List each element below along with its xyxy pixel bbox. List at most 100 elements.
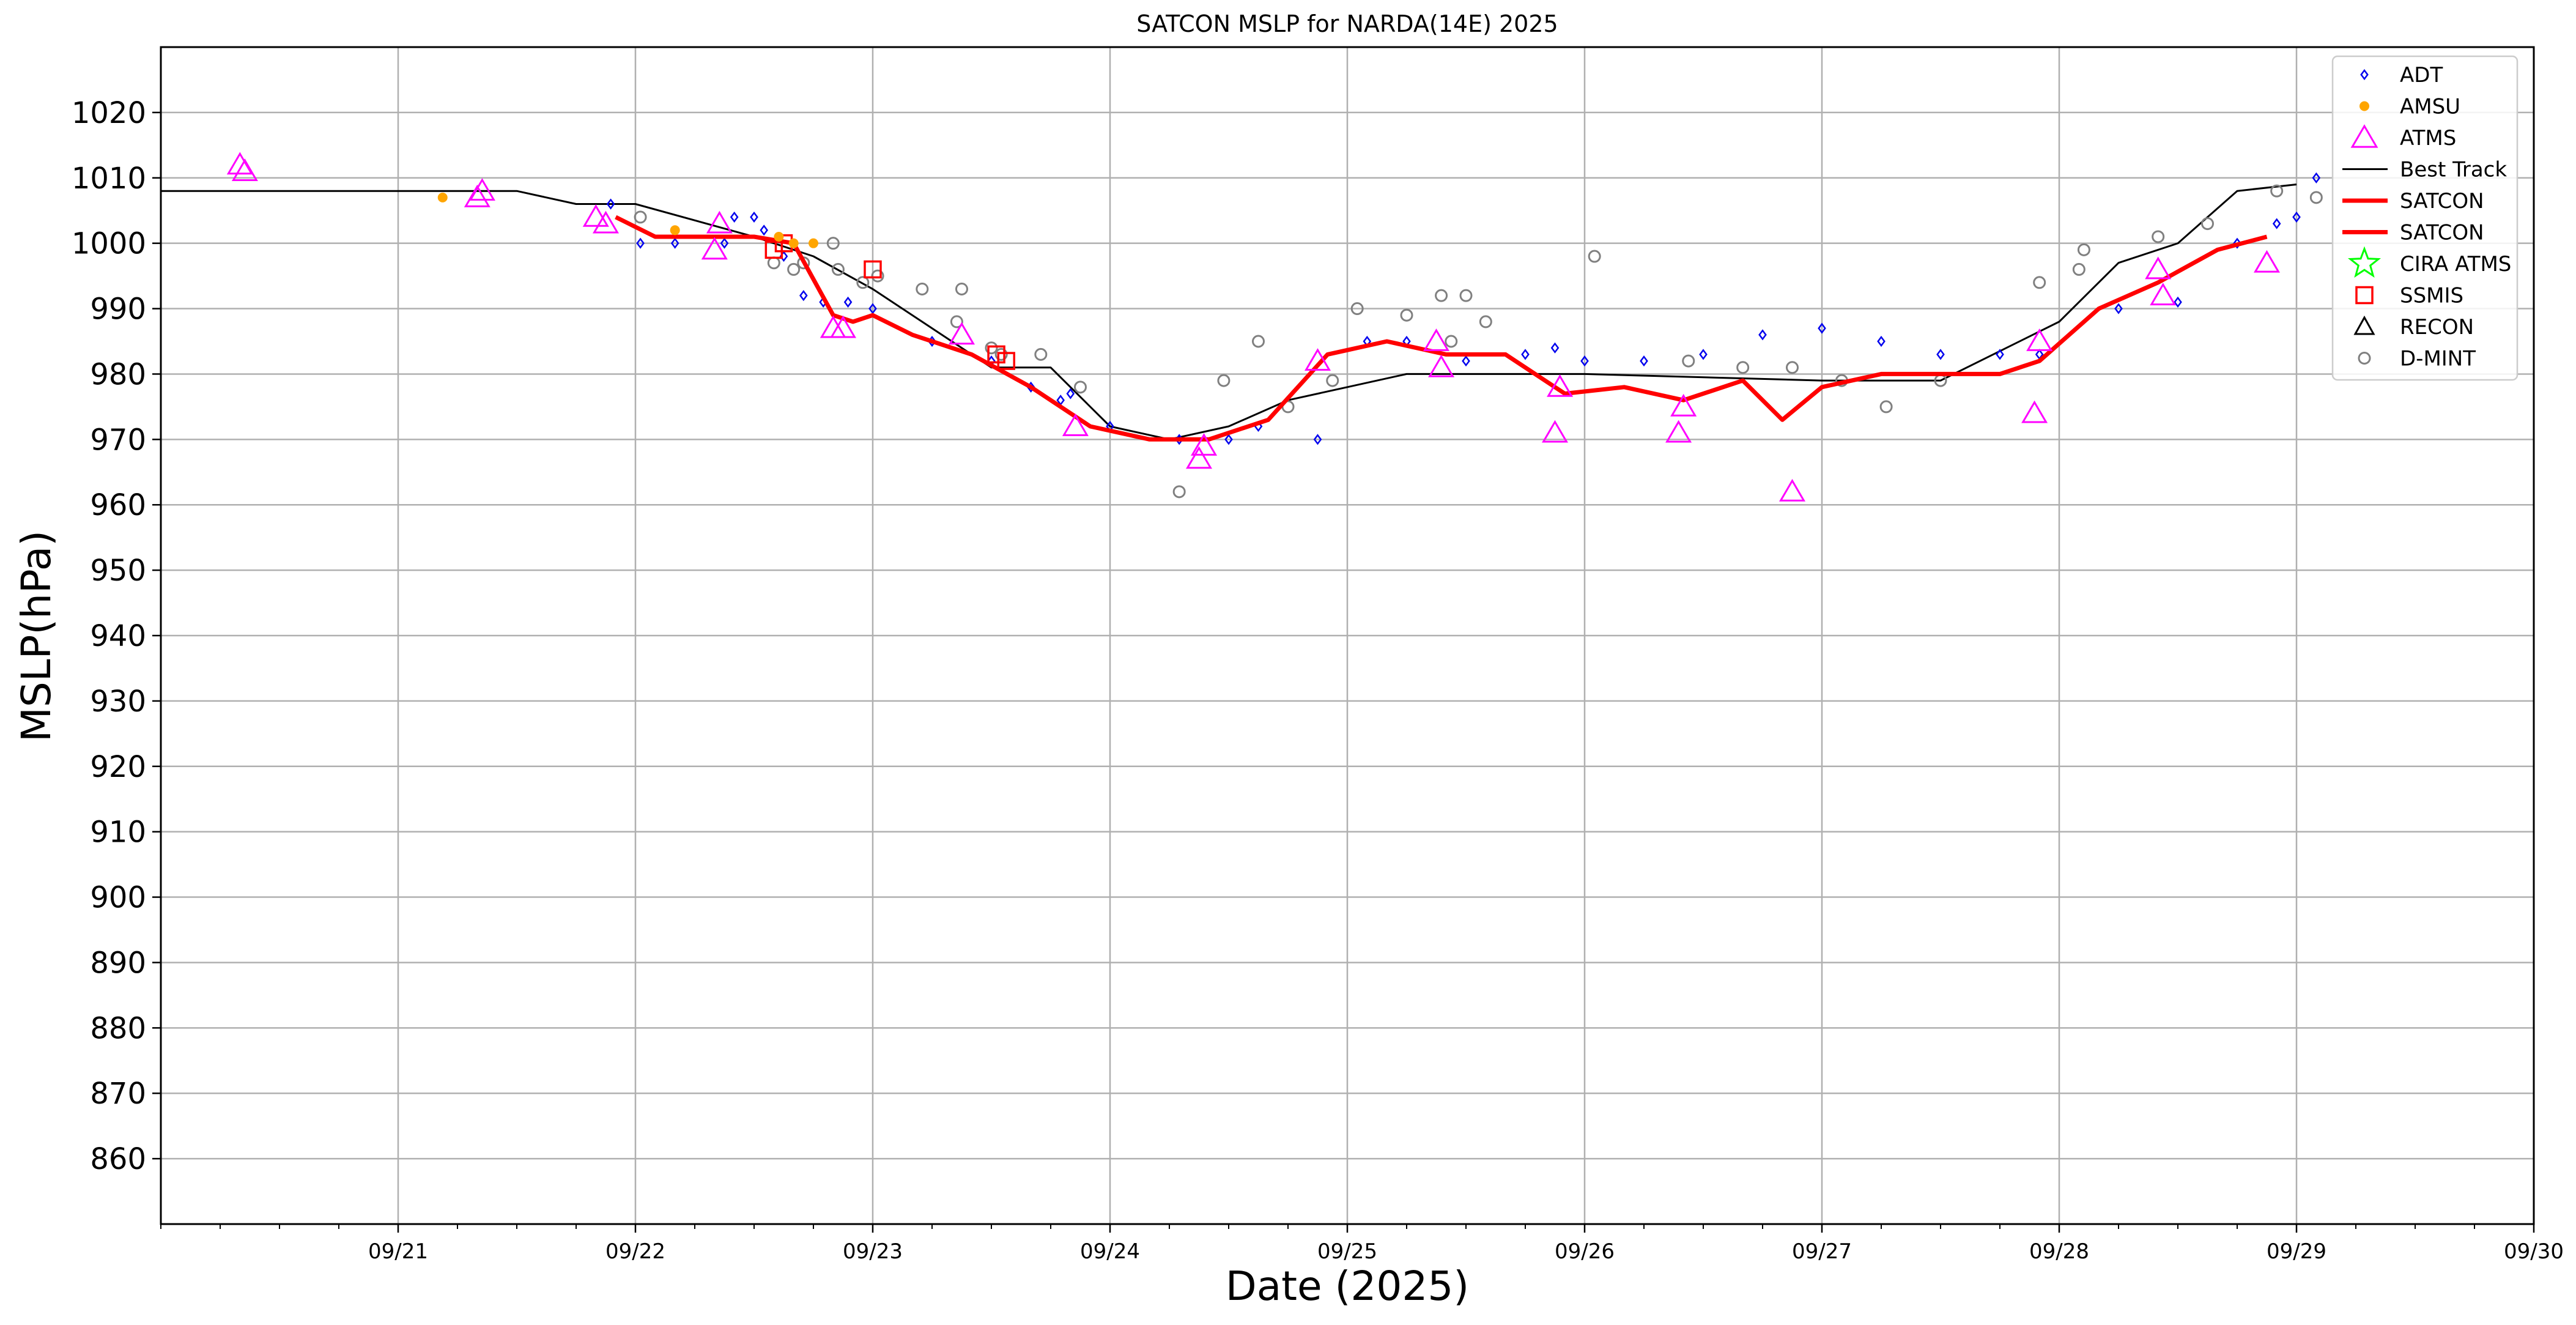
- dmint-point: [1400, 308, 1413, 322]
- chart-title: SATCON MSLP for NARDA(14E) 2025: [1136, 10, 1558, 37]
- x-tick-label: 09/28: [2029, 1239, 2089, 1264]
- amsu-point: [437, 192, 448, 202]
- legend-label: SATCON: [2400, 221, 2484, 245]
- adt-point: [720, 237, 729, 249]
- adt-point: [730, 211, 739, 223]
- adt-point: [2114, 303, 2123, 314]
- y-tick-label: 890: [90, 946, 146, 980]
- y-tick-label: 960: [90, 488, 146, 522]
- best-track-line: [161, 184, 2297, 440]
- y-tick-label: 1020: [72, 96, 146, 130]
- atms-point: [1665, 420, 1692, 443]
- y-tick-label: 870: [90, 1077, 146, 1111]
- dmint-point: [2033, 276, 2046, 289]
- dmint-point: [985, 341, 998, 355]
- legend-label: ADT: [2400, 63, 2443, 87]
- y-tick-label: 950: [90, 554, 146, 588]
- atms-point: [2021, 400, 2048, 423]
- adt-point: [1550, 342, 1560, 354]
- adt-point: [2174, 296, 2182, 308]
- atms-point: [701, 237, 728, 260]
- atms-point: [1428, 354, 1455, 377]
- atms-point: [231, 158, 258, 181]
- dmint-point: [1786, 361, 1799, 374]
- ssmis-point: [764, 240, 783, 259]
- adt-point: [843, 296, 853, 308]
- dmint-point: [1479, 315, 1492, 328]
- adt-point: [2272, 218, 2281, 229]
- adt-point: [1877, 335, 1886, 347]
- dmint-point: [1074, 380, 1087, 394]
- atms-point: [829, 315, 857, 338]
- dmint-point: [955, 282, 968, 295]
- adt-point: [1224, 434, 1233, 445]
- dmint-point: [2270, 184, 2284, 198]
- atms-point: [1670, 393, 1697, 417]
- atms-point: [1547, 374, 1574, 397]
- dmint-point: [1326, 374, 1339, 387]
- ssmis-point: [997, 352, 1015, 370]
- dmint-point: [1682, 354, 1695, 368]
- x-tick-label: 09/27: [1792, 1239, 1852, 1264]
- y-tick-label: 860: [90, 1142, 146, 1176]
- ssmis-point: [864, 260, 882, 279]
- dmint-point: [950, 315, 963, 328]
- adt-point: [1313, 434, 1322, 445]
- grid-lines: [161, 47, 2535, 1224]
- atms-point: [1423, 328, 1450, 351]
- adt-point: [1066, 388, 1075, 399]
- legend-label: AMSU: [2400, 95, 2460, 119]
- amsu-point: [809, 238, 818, 248]
- dmint-point: [1350, 302, 1364, 316]
- legend-label: D-MINT: [2400, 347, 2476, 371]
- y-tick-label: 990: [90, 292, 146, 327]
- dmint-point: [787, 262, 801, 276]
- x-tick-label: 09/29: [2267, 1239, 2326, 1264]
- dmint-point: [2201, 217, 2214, 231]
- dmint-point: [1879, 400, 1893, 414]
- y-tick-label: 940: [90, 619, 146, 653]
- atms-point: [1541, 420, 1569, 443]
- dmint-point: [1252, 335, 1265, 348]
- dmint-point: [871, 269, 884, 283]
- dmint-point: [2152, 230, 2165, 243]
- dmint-point: [856, 276, 870, 289]
- satcon-line: [615, 215, 2268, 442]
- dmint-point: [2072, 262, 2086, 276]
- legend-label: Best Track: [2400, 158, 2507, 182]
- dmint-point: [1034, 347, 1048, 361]
- dmint-point: [1459, 289, 1473, 302]
- adt-point: [1580, 355, 1589, 367]
- adt-point: [606, 198, 615, 210]
- x-axis: 09/21 09/22 09/23 09/24 09/25 09/26 09/27 09/28…: [160, 1224, 2564, 1264]
- data-layer: [161, 152, 2323, 502]
- adt-point: [1462, 355, 1470, 367]
- atms-point: [2253, 250, 2281, 273]
- y-tick-label: 880: [90, 1011, 146, 1045]
- dmint-point: [831, 262, 845, 276]
- amsu-point: [788, 238, 799, 248]
- atms-point: [592, 210, 620, 234]
- y-axis: 860 870 880 890 900 910 920 930 940 950 960 970 980 9…: [72, 96, 161, 1176]
- atms-point: [2150, 283, 2177, 306]
- atms-point: [1062, 413, 1089, 436]
- adt-point: [2292, 211, 2301, 223]
- y-axis-label: MSLP(hPa): [13, 530, 60, 742]
- atms-point: [1191, 433, 1218, 456]
- atms-point: [226, 152, 253, 175]
- adt-point: [1996, 349, 2004, 360]
- dmint-point: [2309, 191, 2323, 204]
- y-tick-label: 1000: [72, 227, 146, 261]
- recon-point: [2353, 315, 2375, 335]
- legend-label: RECON: [2400, 315, 2474, 340]
- y-tick-label: 970: [90, 423, 146, 457]
- legend-label: SATCON: [2400, 189, 2484, 213]
- adt-point: [1936, 349, 1945, 360]
- amsu-point: [670, 225, 680, 236]
- x-tick-label: 09/23: [843, 1239, 903, 1264]
- atms-point: [2026, 328, 2053, 351]
- atms-point: [2350, 124, 2378, 148]
- dmint-point: [916, 282, 929, 295]
- dmint-point: [1445, 335, 1458, 348]
- x-axis-label: Date (2025): [1226, 1263, 1469, 1310]
